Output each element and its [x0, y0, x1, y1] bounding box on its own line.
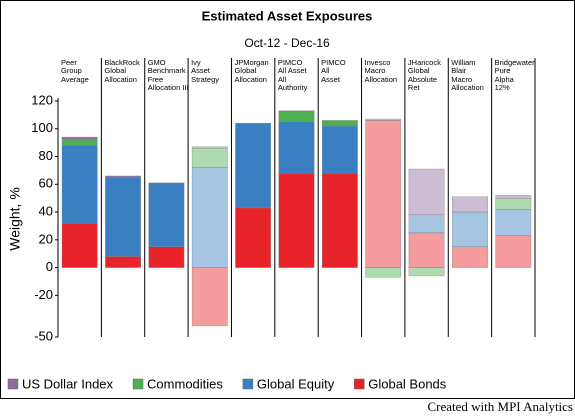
bar-segment — [105, 175, 141, 178]
legend-swatch — [7, 378, 19, 390]
category-label: PIMCO All Asset All Authority — [277, 58, 308, 93]
bar-segment — [61, 222, 98, 268]
bar-segment — [278, 110, 315, 123]
bar-segment — [452, 246, 488, 268]
legend-swatch — [132, 378, 144, 390]
bar-segment — [191, 147, 228, 168]
y-tick-label: -50 — [34, 328, 53, 343]
legend-label: Global Bonds — [368, 376, 447, 391]
y-tick-label: 0 — [46, 259, 53, 274]
bar-segment — [191, 167, 228, 268]
chart-title: Estimated Asset Exposures — [202, 8, 373, 23]
legend-label: US Dollar Index — [22, 376, 114, 391]
category-label: JHancock Global Absolute Ret — [407, 58, 441, 93]
legend-swatch — [242, 378, 254, 390]
bar-segment — [365, 120, 402, 268]
bar-segment — [495, 197, 532, 210]
bar-segment — [495, 195, 532, 199]
bar-segment — [495, 209, 532, 236]
footer: Created with MPI Analytics — [427, 399, 573, 414]
category-label: William Blair Macro Allocation — [451, 58, 484, 93]
bar-segment — [61, 139, 98, 146]
category-label: PIMCO All Asset — [321, 58, 346, 84]
legend-swatch — [353, 378, 365, 390]
bar-segment — [408, 214, 445, 234]
y-tick-label: 80 — [39, 148, 53, 163]
bar-segment — [365, 118, 402, 121]
bar-segment — [148, 182, 185, 247]
bar-segment — [321, 172, 358, 268]
bar-segment — [105, 256, 141, 268]
bar-segment — [191, 146, 228, 149]
bar-segment — [408, 168, 445, 216]
category-label: Invesco Macro Allocation — [364, 58, 398, 84]
category-label: Peer Group Average — [61, 58, 89, 84]
bar-segment — [191, 267, 228, 327]
bar-segment — [408, 267, 445, 277]
bar-segment — [495, 235, 532, 268]
category-label: BlackRock Global Allocation — [104, 58, 140, 84]
y-tick-label: 120 — [31, 92, 53, 107]
y-tick-label: 20 — [39, 231, 53, 246]
y-tick-label: -20 — [34, 287, 53, 302]
bar-segment — [452, 211, 488, 247]
y-tick-label: 60 — [39, 176, 53, 191]
bar-segment — [278, 172, 315, 268]
legend-label: Global Equity — [257, 376, 335, 391]
bar-segment — [408, 232, 445, 268]
y-axis-title: Weight, % — [7, 187, 23, 251]
bar-segment — [321, 125, 358, 174]
y-tick-label: 100 — [31, 120, 53, 135]
category-label: Bridgewater Pure Alpha 12% — [494, 58, 535, 93]
bar-segment — [105, 177, 141, 257]
bar-segment — [235, 207, 272, 268]
chart-subtitle: Oct-12 - Dec-16 — [244, 36, 330, 50]
bar-segment — [235, 123, 272, 209]
legend-label: Commodities — [147, 376, 223, 391]
category-label: GMO Benchmark Free Allocation III — [147, 58, 189, 93]
bar-segment — [452, 196, 488, 213]
bar-segment — [365, 267, 402, 278]
category-label: JPMorgan Global Allocation — [234, 58, 269, 84]
bar-segment — [61, 136, 98, 141]
bar-segment — [148, 246, 185, 268]
y-tick-label: 40 — [39, 203, 53, 218]
bar-segment — [278, 121, 315, 174]
bar-segment — [61, 145, 98, 224]
category-label: Ivy Asset Strategy — [191, 58, 220, 84]
bar-segment — [321, 120, 358, 127]
